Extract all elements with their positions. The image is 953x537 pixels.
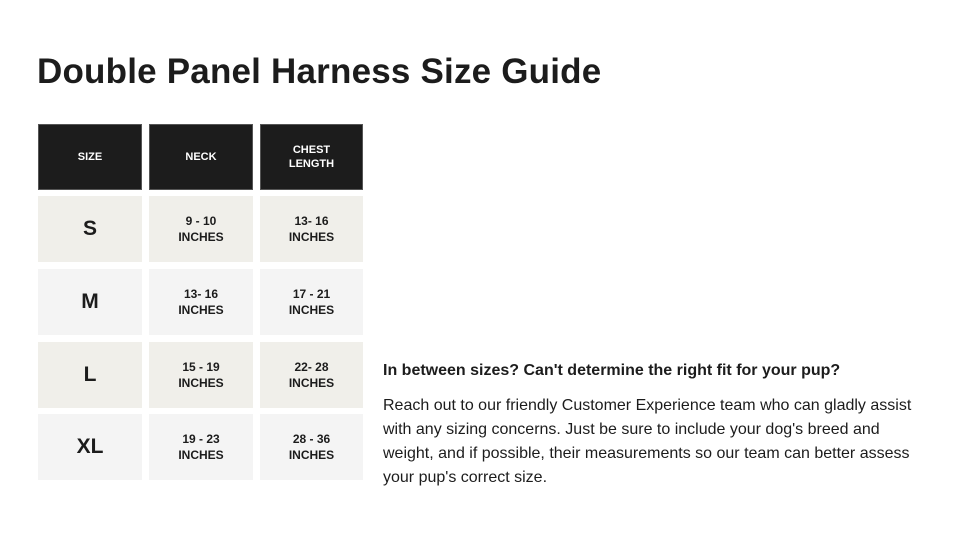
help-body: Reach out to our friendly Customer Exper… xyxy=(383,397,912,486)
table-cell-chest: 13- 16 INCHES xyxy=(260,196,363,262)
header-label: SIZE xyxy=(77,151,103,163)
unit-label: INCHES xyxy=(288,230,335,244)
unit-label: INCHES xyxy=(288,303,335,317)
unit-label: INCHES xyxy=(178,448,224,462)
table-cell-size: XL xyxy=(38,414,142,480)
table-cell-chest: 22- 28 INCHES xyxy=(260,342,363,408)
table-cell-chest: 17 - 21 INCHES xyxy=(260,269,363,335)
header-label: NECK xyxy=(185,151,217,163)
header-neck: NECK xyxy=(149,124,253,190)
page-title: Double Panel Harness Size Guide xyxy=(37,52,602,91)
header-label: LENGTH xyxy=(288,158,335,170)
neck-range: 9 - 10 xyxy=(185,214,217,228)
neck-range: 15 - 19 xyxy=(182,360,220,374)
table-cell-size: L xyxy=(38,342,142,408)
table-cell-chest: 28 - 36 INCHES xyxy=(260,414,363,480)
chest-range: 28 - 36 xyxy=(292,432,331,446)
header-chest: CHEST LENGTH xyxy=(260,124,363,190)
table-cell-neck: 13- 16 INCHES xyxy=(149,269,253,335)
header-size: SIZE xyxy=(38,124,142,190)
unit-label: INCHES xyxy=(288,448,335,462)
header-label: CHEST xyxy=(292,144,331,156)
table-cell-size: M xyxy=(38,269,142,335)
unit-label: INCHES xyxy=(178,303,224,317)
table-cell-neck: 19 - 23 INCHES xyxy=(149,414,253,480)
unit-label: INCHES xyxy=(178,230,224,244)
chest-range: 22- 28 xyxy=(294,360,329,374)
table-cell-size: S xyxy=(38,196,142,262)
help-heading: In between sizes? Can't determine the ri… xyxy=(383,362,841,379)
table-cell-neck: 15 - 19 INCHES xyxy=(149,342,253,408)
unit-label: INCHES xyxy=(178,376,224,390)
help-section: In between sizes? Can't determine the ri… xyxy=(383,360,923,490)
chest-range: 13- 16 xyxy=(294,214,329,228)
table-cell-neck: 9 - 10 INCHES xyxy=(149,196,253,262)
neck-range: 19 - 23 xyxy=(182,432,220,446)
chest-range: 17 - 21 xyxy=(292,287,331,301)
unit-label: INCHES xyxy=(288,376,335,390)
neck-range: 13- 16 xyxy=(183,287,219,301)
